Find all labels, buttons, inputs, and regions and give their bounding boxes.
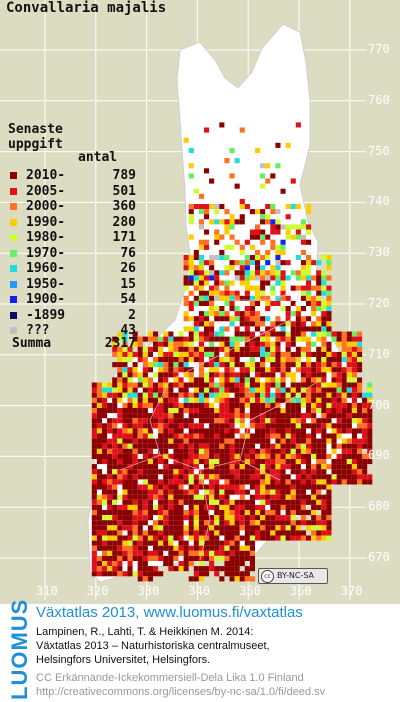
x-tick-label: 340 [188, 584, 211, 598]
legend-swatch [10, 234, 17, 241]
legend-swatch [10, 218, 17, 226]
legend-count: 2 [128, 307, 136, 323]
legend-swatch [10, 265, 17, 272]
luomus-logo: LUOMUS [7, 598, 32, 700]
y-tick-label: 770 [368, 42, 390, 56]
x-tick-label: 370 [340, 584, 363, 598]
legend-label: 1960- [26, 261, 66, 276]
cc-icon: cc [261, 570, 274, 583]
provincial-borders [119, 289, 321, 561]
legend-count: 280 [112, 214, 136, 230]
legend-count-header: antal [78, 150, 118, 165]
legend-label: 1900- [26, 292, 66, 307]
legend-swatch [10, 249, 17, 257]
license-url[interactable]: http://creativecommons.org/licenses/by-n… [36, 686, 326, 698]
legend-count: 360 [112, 199, 136, 214]
y-tick-label: 680 [368, 499, 390, 514]
map-title: Convallaria majalis [6, 0, 167, 16]
footer: LUOMUS Växtatlas 2013, www.luomus.fi/vax… [0, 598, 400, 702]
y-tick-label: 710 [368, 346, 390, 361]
legend-count: 171 [112, 230, 136, 245]
x-tick-label: 330 [137, 584, 160, 598]
cc-license-badge[interactable]: cc BY-NC-SA [258, 568, 328, 584]
legend-label: -1899 [26, 307, 66, 323]
legend-swatch [10, 280, 17, 288]
legend-total-row: Summa 2317 [8, 336, 136, 351]
cc-badge-text: BY-NC-SA [277, 571, 315, 580]
legend-swatch [10, 296, 17, 303]
legend-heading: Senaste [8, 122, 63, 137]
legend-heading-2: uppgift [8, 137, 63, 152]
legend-swatch [10, 203, 17, 210]
legend-count: 43 [120, 323, 136, 338]
y-tick-label: 700 [368, 397, 390, 412]
y-tick-label: 720 [368, 296, 390, 310]
legend-count: 15 [120, 276, 136, 292]
distribution-map: Convallaria majalis Senaste uppgift anta… [0, 0, 400, 604]
legend-count: 789 [112, 168, 136, 183]
x-tick-label: 310 [36, 584, 58, 598]
legend-count: 76 [120, 245, 136, 261]
legend-label: 1990- [26, 214, 66, 230]
y-tick-label: 670 [368, 550, 390, 564]
y-tick-label: 740 [368, 194, 390, 209]
legend-total-count: 2317 [104, 336, 136, 351]
finland-grid-map [0, 0, 373, 600]
y-tick-label: 750 [368, 143, 390, 158]
legend-count: 501 [112, 183, 136, 199]
legend-count: 26 [120, 261, 136, 276]
legend-swatch [10, 187, 17, 195]
y-tick-label: 690 [368, 448, 390, 463]
legend-label: 1970- [26, 245, 66, 261]
citation-line-1: Lampinen, R., Lahti, T. & Heikkinen M. 2… [36, 626, 254, 638]
x-tick-label: 350 [239, 584, 261, 598]
y-tick-label: 760 [368, 92, 390, 107]
legend-label: 2000- [26, 199, 66, 214]
legend-swatch [10, 172, 17, 179]
x-tick-label: 360 [290, 584, 312, 598]
observation-cells [91, 122, 373, 582]
y-tick-label: 730 [368, 245, 390, 260]
citation-line-3: Helsingfors Universitet, Helsingfors. [36, 654, 211, 666]
legend-count: 54 [120, 292, 136, 307]
legend-label: 1980- [26, 230, 66, 245]
legend-total-label: Summa [12, 336, 52, 351]
x-tick-label: 320 [86, 584, 109, 598]
legend-label: 2010- [26, 168, 66, 183]
legend-label: 1950- [26, 276, 66, 292]
atlas-link[interactable]: Växtatlas 2013, www.luomus.fi/vaxtatlas [36, 604, 303, 621]
license-line-1: CC Erkännande-Ickekommersiell-Dela Lika … [36, 672, 304, 684]
legend-label: 2005- [26, 183, 66, 199]
citation-line-2: Växtatlas 2013 – Naturhistoriska central… [36, 640, 270, 652]
legend-label: ??? [26, 323, 50, 338]
legend-swatch [10, 327, 17, 334]
legend-swatch [10, 311, 17, 319]
